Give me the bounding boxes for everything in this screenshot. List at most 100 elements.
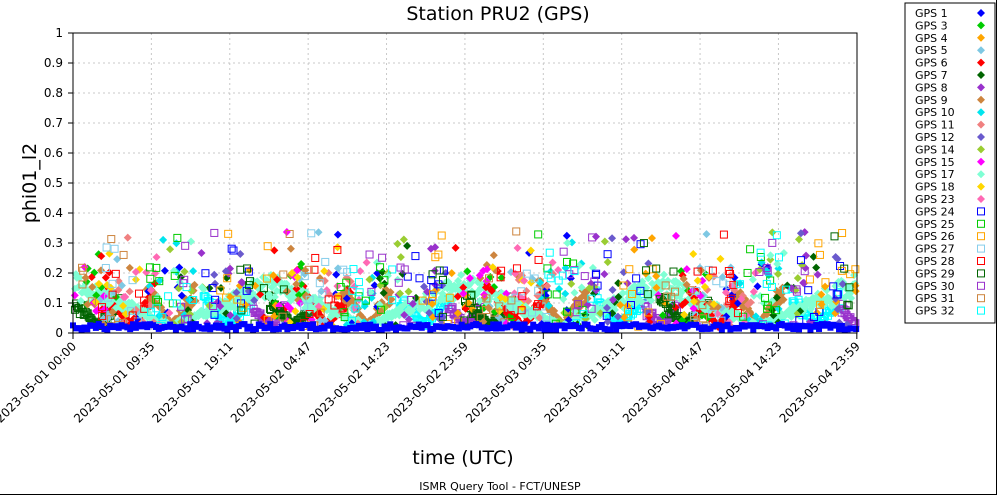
data-point bbox=[510, 321, 517, 328]
data-point bbox=[484, 303, 493, 312]
data-point bbox=[772, 306, 781, 315]
data-point bbox=[400, 311, 409, 320]
data-point bbox=[526, 246, 535, 255]
data-point bbox=[679, 274, 688, 283]
data-point bbox=[315, 279, 324, 288]
data-point bbox=[518, 303, 527, 312]
data-point bbox=[459, 289, 468, 298]
data-point bbox=[128, 276, 137, 285]
data-point bbox=[847, 294, 856, 303]
data-point bbox=[726, 294, 735, 303]
data-point bbox=[521, 321, 528, 328]
data-point bbox=[152, 263, 161, 272]
data-point bbox=[570, 267, 579, 276]
data-point bbox=[243, 264, 252, 273]
legend-label: GPS 32 bbox=[915, 305, 955, 318]
data-point bbox=[87, 297, 96, 306]
legend-label: GPS 6 bbox=[915, 57, 948, 70]
data-point bbox=[547, 326, 554, 333]
data-point bbox=[579, 310, 588, 319]
data-point bbox=[431, 280, 440, 289]
data-point bbox=[554, 276, 563, 285]
data-point bbox=[265, 293, 274, 302]
legend-label: GPS 28 bbox=[915, 255, 955, 268]
data-point bbox=[232, 326, 239, 333]
data-point bbox=[232, 314, 241, 323]
data-point bbox=[736, 279, 745, 288]
data-point bbox=[270, 246, 279, 255]
legend-label: GPS 27 bbox=[915, 243, 955, 256]
legend-marker bbox=[977, 244, 985, 253]
data-point bbox=[563, 307, 572, 316]
data-point bbox=[333, 245, 342, 254]
data-point bbox=[833, 290, 842, 299]
legend-label: GPS 18 bbox=[915, 181, 955, 194]
data-point bbox=[659, 270, 668, 279]
data-point bbox=[518, 326, 525, 333]
data-point bbox=[211, 295, 220, 304]
data-point bbox=[310, 265, 319, 274]
data-point bbox=[97, 266, 106, 275]
data-point bbox=[342, 278, 351, 287]
data-point bbox=[708, 309, 717, 318]
data-point bbox=[396, 289, 405, 298]
plot-border bbox=[72, 32, 858, 334]
data-point bbox=[642, 266, 651, 275]
data-point bbox=[838, 279, 847, 288]
data-point bbox=[211, 279, 220, 288]
legend-label: GPS 23 bbox=[915, 193, 955, 206]
data-point bbox=[796, 256, 805, 265]
data-point bbox=[538, 322, 545, 329]
data-point bbox=[252, 326, 259, 333]
data-point bbox=[342, 294, 351, 303]
data-point bbox=[102, 243, 111, 252]
data-point bbox=[507, 268, 516, 277]
data-point bbox=[515, 321, 522, 328]
data-point bbox=[716, 254, 725, 263]
data-point bbox=[724, 267, 733, 276]
data-point bbox=[184, 326, 191, 333]
data-point bbox=[736, 280, 745, 289]
data-point bbox=[790, 326, 797, 333]
data-point bbox=[658, 311, 667, 320]
y-tick-label: 0 bbox=[55, 326, 63, 340]
data-point bbox=[749, 291, 758, 300]
data-point bbox=[838, 322, 845, 329]
data-point bbox=[625, 265, 634, 274]
data-point bbox=[222, 293, 231, 302]
data-point bbox=[237, 278, 246, 287]
data-point bbox=[479, 266, 488, 275]
data-point bbox=[661, 294, 670, 303]
data-point bbox=[669, 267, 678, 276]
data-point bbox=[755, 265, 764, 274]
data-point bbox=[598, 322, 605, 329]
data-point bbox=[506, 303, 515, 312]
data-point bbox=[813, 321, 820, 328]
data-point bbox=[721, 288, 730, 297]
data-point bbox=[543, 264, 552, 273]
data-point bbox=[667, 292, 676, 301]
data-point bbox=[632, 274, 641, 283]
data-point bbox=[407, 295, 416, 304]
data-point bbox=[507, 296, 516, 305]
data-point bbox=[182, 283, 191, 292]
legend-marker bbox=[977, 71, 985, 79]
data-point bbox=[678, 322, 685, 329]
legend-label: GPS 14 bbox=[915, 143, 955, 156]
data-point bbox=[603, 250, 612, 259]
data-point bbox=[722, 312, 731, 321]
data-point bbox=[71, 299, 80, 308]
data-point bbox=[602, 311, 611, 320]
data-point bbox=[166, 245, 175, 254]
data-point bbox=[428, 290, 437, 299]
data-point bbox=[543, 290, 552, 299]
data-point bbox=[208, 284, 217, 293]
data-point bbox=[285, 229, 294, 238]
data-point bbox=[686, 286, 695, 295]
data-point bbox=[75, 273, 84, 282]
data-point bbox=[517, 306, 526, 315]
data-point bbox=[387, 295, 396, 304]
footer-credit: ISMR Query Tool - FCT/UNESP bbox=[419, 480, 581, 493]
data-point bbox=[682, 265, 691, 274]
legend-marker bbox=[977, 294, 985, 303]
